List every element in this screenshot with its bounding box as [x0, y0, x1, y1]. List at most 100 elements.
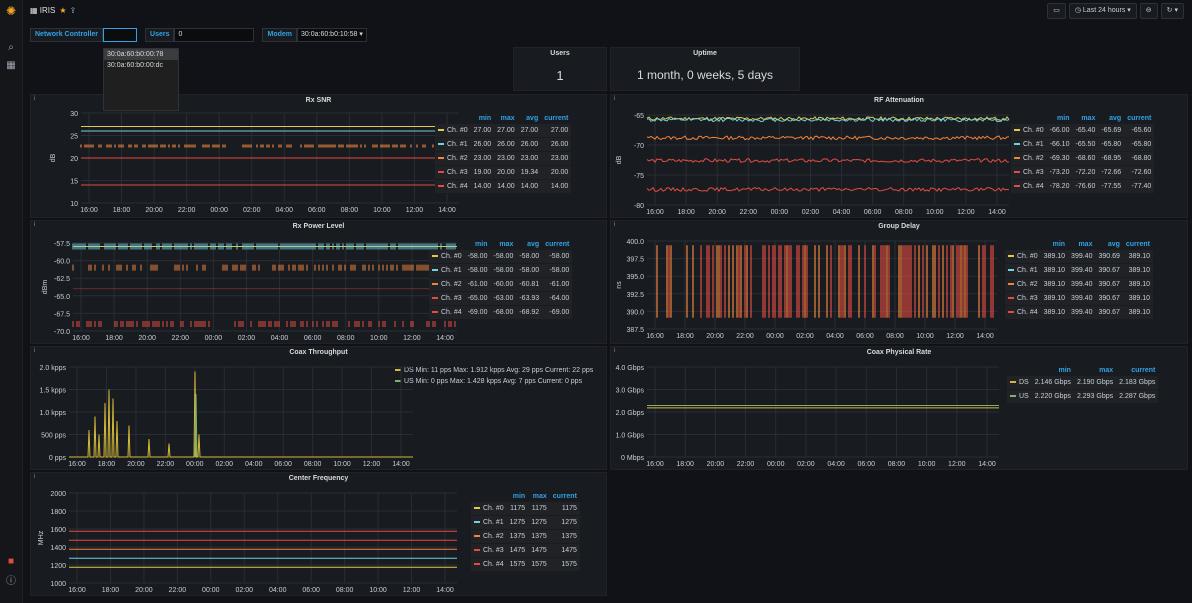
- legend-row[interactable]: Ch. #1 -58.00 -58.00 -58.00 -58.00: [429, 263, 573, 278]
- series-swatch: [438, 157, 444, 160]
- legend-row[interactable]: Ch. #4 1575 1575 1575: [471, 557, 580, 572]
- x-tick-label: 18:00: [98, 461, 116, 468]
- legend-value: 1175: [549, 502, 580, 516]
- legend-row[interactable]: Ch. #0 27.00 27.00 27.00 27.00: [435, 124, 572, 138]
- legend-row[interactable]: Ch. #0 1175 1175 1175: [471, 502, 580, 516]
- legend-row[interactable]: US 2.220 Gbps 2.293 Gbps 2.287 Gbps: [1007, 389, 1159, 404]
- legend-value: 389.10: [1040, 263, 1069, 278]
- search-icon[interactable]: ⌕: [8, 42, 14, 53]
- legend-row[interactable]: Ch. #4 -69.00 -68.00 -68.92 -69.00: [429, 305, 573, 320]
- network-controller-input[interactable]: [103, 28, 138, 42]
- users-stat-panel[interactable]: Users 1: [513, 47, 607, 91]
- user-avatar-icon[interactable]: ■: [7, 556, 15, 567]
- rx-power-level-panel[interactable]: i Rx Power Level -57.5 -60.0 -62.5 -65.0 -67…: [30, 220, 607, 344]
- info-icon[interactable]: i: [34, 348, 36, 354]
- legend-row[interactable]: Ch. #1 389.10 399.40 390.67 389.10: [1005, 263, 1154, 278]
- help-icon[interactable]: ⓘ: [6, 576, 16, 587]
- legend-row[interactable]: Ch. #1 -66.10 -65.50 -65.80 -65.80: [1011, 137, 1155, 152]
- legend-value: 389.10: [1122, 277, 1154, 292]
- legend-row[interactable]: DS 2.146 Gbps 2.190 Gbps 2.183 Gbps: [1007, 376, 1159, 390]
- legend-value: 389.10: [1122, 250, 1154, 264]
- y-axis-label: MHz: [38, 530, 45, 545]
- legend-value: 389.10: [1040, 291, 1069, 306]
- legend-item-us[interactable]: US Min: 0 pps Max: 1.428 kpps Avg: 7 pps…: [395, 376, 593, 387]
- series-swatch: [474, 521, 480, 524]
- star-icon[interactable]: ★: [59, 6, 67, 15]
- legend-header: avg: [526, 115, 539, 122]
- legend-row[interactable]: Ch. #2 -69.30 -68.60 -68.95 -68.80: [1011, 151, 1155, 166]
- x-tick-label: 06:00: [856, 333, 874, 340]
- info-icon[interactable]: i: [614, 96, 616, 102]
- users-input[interactable]: 0: [174, 28, 255, 42]
- legend-row[interactable]: Ch. #4 14.00 14.00 14.00 14.00: [435, 179, 572, 194]
- share-icon[interactable]: ⇪: [69, 6, 77, 15]
- series-swatch: [1008, 269, 1014, 272]
- legend-row[interactable]: Ch. #0 -58.00 -58.00 -58.00 -58.00: [429, 250, 573, 264]
- center-frequency-panel[interactable]: i Center Frequency 2000 1800 1600 1400 1200 1…: [30, 472, 607, 596]
- y-tick-label: 3.0 Gbps: [616, 388, 645, 395]
- zoom-out-icon[interactable]: ⊖: [1139, 3, 1158, 19]
- x-tick-label: 16:00: [646, 461, 664, 468]
- legend-row[interactable]: Ch. #1 1275 1275 1275: [471, 515, 580, 530]
- info-icon[interactable]: i: [614, 348, 616, 354]
- rx-snr-panel[interactable]: i Rx SNR 30 25 20 15 10 16:00 18:00 20:00 22:00 0…: [30, 94, 607, 218]
- dropdown-option[interactable]: 30:0a:60:b0:00:dc: [107, 62, 164, 69]
- info-icon[interactable]: i: [34, 96, 36, 102]
- dropdown-option[interactable]: 30:0a:60:b0:00:78: [104, 49, 178, 60]
- legend-row[interactable]: Ch. #2 389.10 399.40 390.67 389.10: [1005, 277, 1154, 292]
- legend-value: 390.67: [1095, 305, 1123, 320]
- dashboard-title[interactable]: ▦ IRIS ★ ⇪: [30, 6, 77, 15]
- legend-value: -69.00: [542, 305, 573, 320]
- legend-row[interactable]: Ch. #1 26.00 26.00 26.00 26.00: [435, 137, 572, 152]
- rf-attenuation-panel[interactable]: i RF Attenuation -65 -70 -75 -80 16:00 18:00 2…: [610, 94, 1188, 218]
- legend-row[interactable]: Ch. #3 19.00 20.00 19.34 20.00: [435, 165, 572, 180]
- legend-row[interactable]: Ch. #0 -66.00 -65.40 -65.69 -65.60: [1011, 124, 1155, 138]
- legend-value: 23.00: [541, 151, 572, 166]
- info-icon[interactable]: i: [34, 222, 36, 228]
- legend-item-ds[interactable]: DS Min: 11 pps Max: 1.912 kpps Avg: 29 p…: [395, 365, 593, 376]
- legend-value: 1275: [549, 515, 580, 530]
- graph-area: -57.5 -60.0 -62.5 -65.0 -67.5 -70.016:00 18:00…: [42, 241, 457, 342]
- info-icon[interactable]: i: [34, 474, 36, 480]
- time-range-picker[interactable]: ◷ Last 24 hours ▾: [1068, 3, 1137, 19]
- tv-mode-icon[interactable]: ▭: [1047, 3, 1066, 19]
- panel-title: Users: [550, 50, 570, 57]
- legend-row[interactable]: Ch. #3 389.10 399.40 390.67 389.10: [1005, 291, 1154, 306]
- legend-row[interactable]: Ch. #2 1375 1375 1375: [471, 529, 580, 544]
- legend-row[interactable]: Ch. #0 389.10 399.40 390.69 389.10: [1005, 250, 1154, 264]
- legend-value: 399.40: [1068, 250, 1096, 264]
- group-delay-panel[interactable]: i Group Delay 400.0 397.5 395.0 392.5 390.0 3…: [610, 220, 1188, 344]
- legend-row[interactable]: Ch. #3 -73.20 -72.20 -72.66 -72.60: [1011, 165, 1155, 180]
- legend-value: 2.293 Gbps: [1073, 389, 1117, 404]
- coax-throughput-panel[interactable]: i Coax Throughput DS Min: 11 pps Max: 1.…: [30, 346, 607, 470]
- legend-row[interactable]: Ch. #2 -61.00 -60.00 -60.81 -61.00: [429, 277, 573, 292]
- x-tick-label: 00:00: [767, 461, 785, 468]
- dashboards-icon[interactable]: ▦: [6, 60, 16, 71]
- y-tick-label: 1600: [50, 527, 66, 534]
- info-icon[interactable]: i: [614, 222, 616, 228]
- y-tick-label: -65.0: [54, 294, 70, 301]
- legend-series-name: Ch. #1: [1005, 263, 1041, 278]
- legend-value: -65.80: [1124, 137, 1155, 152]
- legend-row[interactable]: Ch. #4 389.10 399.40 390.67 389.10: [1005, 305, 1154, 320]
- legend-value: 390.67: [1095, 291, 1123, 306]
- legend-header: avg: [1109, 115, 1122, 122]
- legend-series-name: Ch. #2: [1011, 151, 1047, 166]
- uptime-stat-panel[interactable]: Uptime 1 month, 0 weeks, 5 days: [610, 47, 800, 91]
- x-tick-label: 02:00: [216, 461, 234, 468]
- legend-row[interactable]: Ch. #3 -65.00 -63.00 -63.93 -64.00: [429, 291, 573, 306]
- x-tick-label: 04:00: [833, 209, 851, 216]
- refresh-icon[interactable]: ↻ ▾: [1160, 3, 1184, 19]
- coax-physical-rate-panel[interactable]: i Coax Physical Rate 4.0 Gbps 3.0 Gbps 2.0…: [610, 346, 1188, 470]
- legend-value: -63.93: [516, 291, 543, 306]
- legend-row[interactable]: Ch. #4 -78.20 -76.60 -77.55 -77.40: [1011, 179, 1155, 194]
- x-tick-label: 00:00: [766, 333, 784, 340]
- series-line: [646, 115, 1010, 122]
- legend-row[interactable]: Ch. #2 23.00 23.00 23.00 23.00: [435, 151, 572, 166]
- legend-header: avg: [1107, 241, 1120, 248]
- grafana-logo-icon[interactable]: ✺: [5, 4, 17, 18]
- legend-row[interactable]: Ch. #3 1475 1475 1475: [471, 543, 580, 558]
- modem-select[interactable]: 30:0a:60:b0:10:58 ▾: [296, 28, 367, 42]
- y-tick-label: 10: [70, 201, 78, 208]
- y-tick-label: -80: [634, 203, 644, 210]
